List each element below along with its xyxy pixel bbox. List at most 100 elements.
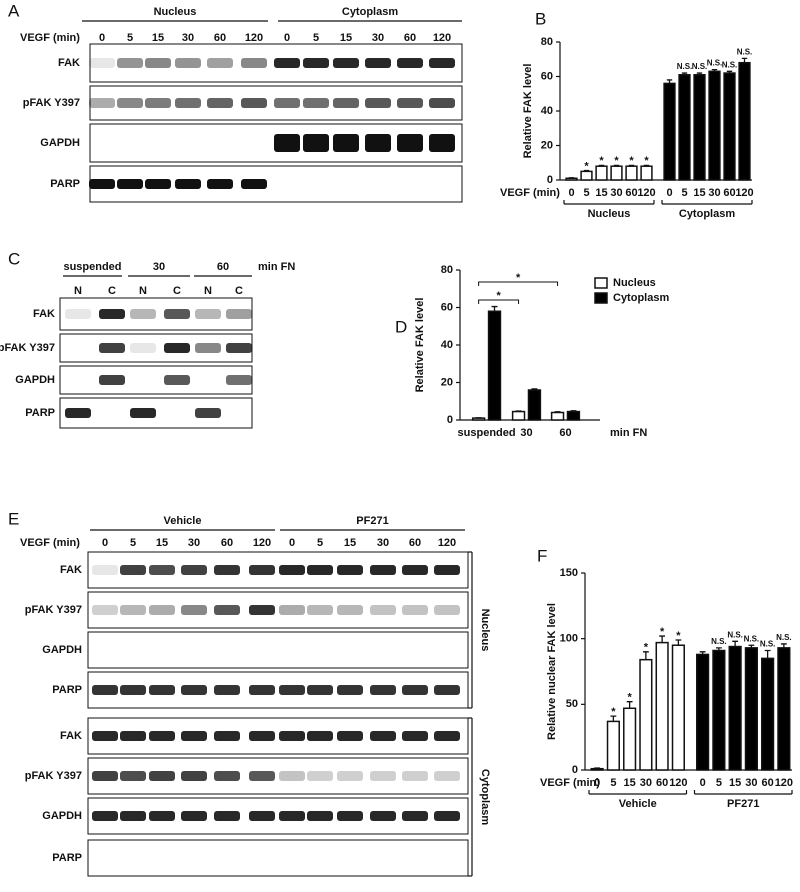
band bbox=[337, 731, 363, 741]
x-tick-label: suspended bbox=[458, 427, 516, 439]
group-label: Vehicle bbox=[619, 798, 657, 810]
band bbox=[249, 771, 275, 781]
band bbox=[279, 731, 305, 741]
lane-label: 30 bbox=[377, 537, 389, 549]
band bbox=[249, 565, 275, 575]
lane-label: 30 bbox=[188, 537, 200, 549]
y-tick-label: 40 bbox=[441, 339, 453, 351]
band bbox=[279, 605, 305, 615]
x-tick-label: 60 bbox=[723, 187, 735, 199]
x-tick-label: 15 bbox=[624, 777, 636, 789]
lane-label: 60 bbox=[214, 32, 226, 44]
x-tick-label: 120 bbox=[637, 187, 655, 199]
band bbox=[181, 771, 207, 781]
y-tick-label: 100 bbox=[560, 633, 578, 645]
band bbox=[120, 685, 146, 695]
band bbox=[397, 134, 423, 152]
band bbox=[117, 179, 143, 189]
bar bbox=[624, 708, 636, 770]
group-header: PF271 bbox=[356, 515, 388, 527]
lane-label: 0 bbox=[284, 32, 290, 44]
band bbox=[365, 98, 391, 108]
y-tick-label: 20 bbox=[441, 376, 453, 388]
band bbox=[241, 58, 267, 68]
y-tick-label: 0 bbox=[572, 764, 578, 776]
y-axis-label: Relative nuclear FAK level bbox=[546, 603, 558, 740]
band bbox=[149, 811, 175, 821]
condition-label: min FN bbox=[258, 261, 295, 273]
band bbox=[89, 98, 115, 108]
band bbox=[181, 731, 207, 741]
x-tick-label: 5 bbox=[610, 777, 616, 789]
error-bar bbox=[569, 178, 574, 179]
band bbox=[195, 309, 221, 319]
y-tick-label: 40 bbox=[541, 105, 553, 117]
band bbox=[370, 731, 396, 741]
band bbox=[249, 811, 275, 821]
error-bar bbox=[555, 412, 561, 413]
band bbox=[65, 309, 91, 319]
error-bar bbox=[765, 650, 771, 658]
annotation: * bbox=[644, 642, 649, 654]
bar bbox=[762, 658, 774, 770]
band bbox=[434, 605, 460, 615]
band bbox=[337, 605, 363, 615]
band bbox=[226, 343, 252, 353]
bar bbox=[729, 647, 741, 770]
band bbox=[149, 685, 175, 695]
x-axis-label: VEGF (min) bbox=[540, 777, 600, 789]
annotation: * bbox=[516, 272, 521, 284]
band bbox=[279, 811, 305, 821]
row-label: PARP bbox=[52, 684, 82, 696]
band bbox=[307, 605, 333, 615]
row-label: pFAK Y397 bbox=[25, 604, 82, 616]
band bbox=[117, 98, 143, 108]
x-tick-label: 5 bbox=[681, 187, 687, 199]
band bbox=[337, 771, 363, 781]
band bbox=[303, 98, 329, 108]
row-label: GAPDH bbox=[15, 374, 55, 386]
band bbox=[226, 375, 252, 385]
bar bbox=[656, 643, 668, 770]
x-tick-label: 120 bbox=[735, 187, 753, 199]
annotation: * bbox=[496, 290, 501, 302]
lane-label: 0 bbox=[102, 537, 108, 549]
band bbox=[307, 565, 333, 575]
error-bar bbox=[570, 411, 576, 412]
band bbox=[274, 134, 300, 152]
bar bbox=[552, 413, 564, 421]
band bbox=[181, 565, 207, 575]
row-label: FAK bbox=[58, 57, 80, 69]
band bbox=[429, 58, 455, 68]
lane-label: C bbox=[108, 285, 116, 297]
x-tick-label: 0 bbox=[594, 777, 600, 789]
lane-label: N bbox=[204, 285, 212, 297]
band bbox=[337, 811, 363, 821]
band bbox=[207, 98, 233, 108]
lane-label: 120 bbox=[433, 32, 451, 44]
y-tick-label: 60 bbox=[441, 301, 453, 313]
band bbox=[333, 134, 359, 152]
bar bbox=[489, 311, 501, 420]
lane-label: 5 bbox=[317, 537, 323, 549]
band bbox=[307, 771, 333, 781]
row-label: pFAK Y397 bbox=[23, 97, 80, 109]
group-header: Nucleus bbox=[154, 6, 197, 18]
annotation: * bbox=[611, 706, 616, 718]
row-label: FAK bbox=[60, 730, 82, 742]
section-label: Nucleus bbox=[479, 609, 491, 652]
band bbox=[241, 98, 267, 108]
bar bbox=[513, 412, 525, 420]
band bbox=[434, 771, 460, 781]
x-tick-label: 60 bbox=[656, 777, 668, 789]
band bbox=[92, 685, 118, 695]
band bbox=[89, 179, 115, 189]
lane-label: N bbox=[139, 285, 147, 297]
band bbox=[207, 58, 233, 68]
bar bbox=[641, 166, 652, 180]
row-label: PARP bbox=[52, 852, 82, 864]
lane-label: 15 bbox=[340, 32, 352, 44]
lane-label: 60 bbox=[409, 537, 421, 549]
band bbox=[434, 811, 460, 821]
